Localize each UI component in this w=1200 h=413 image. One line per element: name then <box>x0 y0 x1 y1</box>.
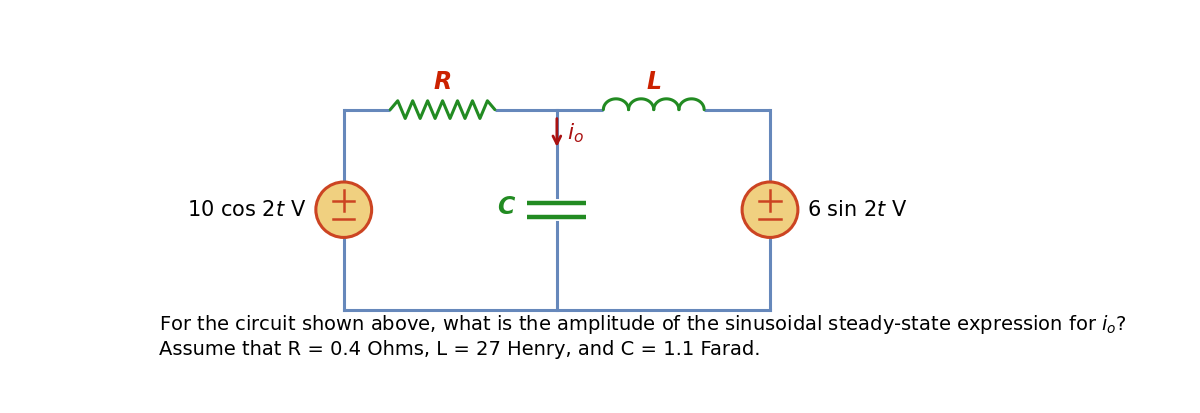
Text: 6 sin 2$t$ V: 6 sin 2$t$ V <box>808 200 908 220</box>
Text: 10 cos 2$t$ V: 10 cos 2$t$ V <box>187 200 306 220</box>
Text: R: R <box>433 70 451 94</box>
Circle shape <box>742 182 798 237</box>
Text: Assume that R = 0.4 Ohms, L = 27 Henry, and C = 1.1 Farad.: Assume that R = 0.4 Ohms, L = 27 Henry, … <box>160 339 761 358</box>
Circle shape <box>316 182 372 237</box>
Text: L: L <box>647 70 661 94</box>
Text: $i_o$: $i_o$ <box>566 121 584 145</box>
Text: C: C <box>497 195 515 218</box>
Text: For the circuit shown above, what is the amplitude of the sinusoidal steady-stat: For the circuit shown above, what is the… <box>160 313 1127 336</box>
